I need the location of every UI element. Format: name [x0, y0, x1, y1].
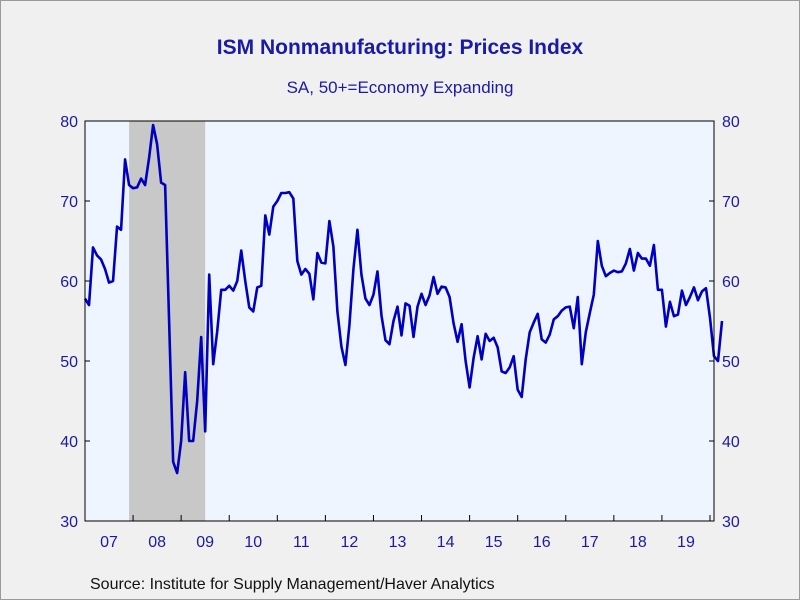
y-tick-label-right: 50 [722, 354, 740, 371]
x-axis-labels: 07 08 09 10 11 12 13 14 15 16 17 18 19 [100, 534, 695, 551]
plot-border [84, 120, 715, 522]
y-tick-label-left: 60 [60, 274, 78, 291]
y-axis-left-labels: 30 40 50 60 70 80 [60, 114, 78, 531]
chart-subtitle: SA, 50+=Economy Expanding [286, 78, 514, 97]
source-note: Source: Institute for Supply Management/… [90, 576, 495, 593]
y-tick-label-left: 70 [60, 194, 78, 211]
recession-shading [129, 121, 206, 521]
x-tick-label: 17 [581, 534, 599, 551]
x-tick-label: 18 [629, 534, 647, 551]
y-tick-label-left: 40 [60, 434, 78, 451]
x-tick-label: 14 [437, 534, 455, 551]
x-tick-label: 15 [485, 534, 503, 551]
y-tick-label-right: 60 [722, 274, 740, 291]
y-tick-label-left: 30 [60, 514, 78, 531]
x-tick-label: 10 [244, 534, 262, 551]
x-tick-label: 13 [389, 534, 407, 551]
y-axis-right-labels: 30 40 50 60 70 80 [722, 114, 740, 531]
y-tick-label-right: 80 [722, 114, 740, 131]
x-tick-label: 07 [100, 534, 118, 551]
y-tick-label-right: 30 [722, 514, 740, 531]
x-tick-label: 11 [293, 534, 310, 551]
x-tick-label: 08 [148, 534, 166, 551]
x-tick-label: 16 [533, 534, 551, 551]
y-tick-label-right: 70 [722, 194, 740, 211]
x-tick-label: 19 [677, 534, 695, 551]
y-tick-label-left: 50 [60, 354, 78, 371]
chart-title: ISM Nonmanufacturing: Prices Index [216, 36, 584, 59]
y-tick-label-right: 40 [722, 434, 740, 451]
x-tick-label: 09 [196, 534, 214, 551]
y-tick-label-left: 80 [60, 114, 78, 131]
x-tick-label: 12 [341, 534, 359, 551]
series-line-prices-index [83, 123, 724, 475]
